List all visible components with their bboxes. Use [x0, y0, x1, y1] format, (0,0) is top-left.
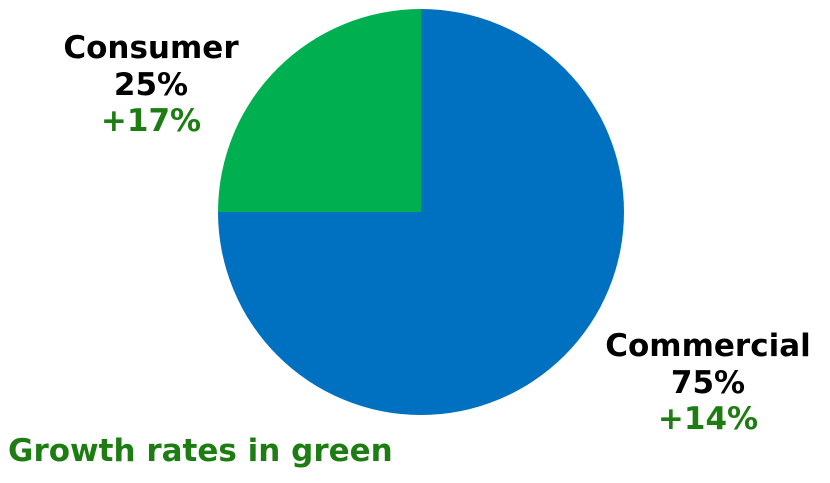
growth-rate-note: Growth rates in green: [8, 433, 393, 469]
pie-slice-consumer: [218, 9, 421, 212]
slice-percent-consumer: 25%: [113, 66, 189, 103]
slice-name-consumer: Consumer: [63, 30, 239, 66]
slice-label-commercial: Commercial 75% +14%: [588, 328, 828, 438]
slice-percent-commercial: 75%: [670, 364, 746, 401]
slice-name-commercial: Commercial: [605, 328, 811, 364]
slice-growth-consumer: +17%: [100, 103, 202, 140]
pie-slice-commercial: [218, 9, 624, 415]
slice-label-consumer: Consumer 25% +17%: [46, 30, 256, 140]
slice-growth-commercial: +14%: [657, 401, 759, 438]
